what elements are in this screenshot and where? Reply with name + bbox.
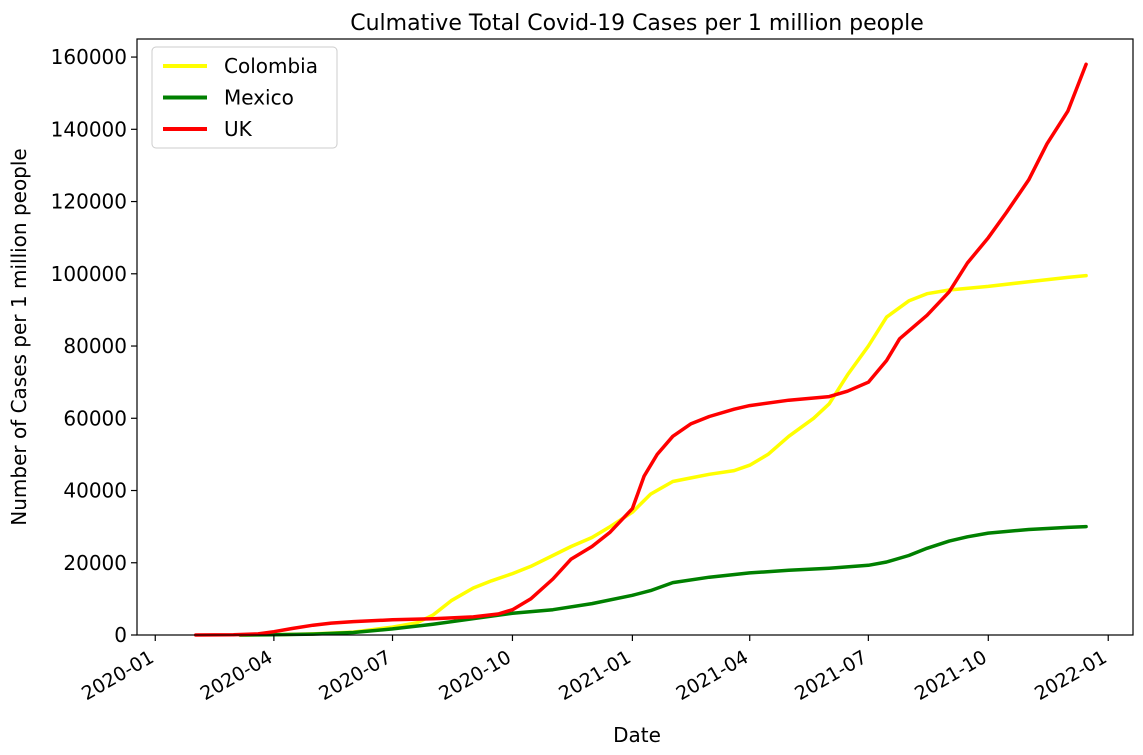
series-line-mexico <box>238 524 1088 637</box>
y-tick-label: 120000 <box>51 190 127 214</box>
legend-frame <box>151 46 338 149</box>
y-tick-label: 60000 <box>63 406 127 430</box>
y-tick-label: 80000 <box>63 334 127 358</box>
x-tick-label: 2021-01 <box>555 646 635 705</box>
x-tick-label: 2020-04 <box>197 646 277 705</box>
legend: Colombia Mexico UK <box>151 46 338 149</box>
y-axis-label: Number of Cases per 1 million people <box>7 148 31 526</box>
legend-label-uk: UK <box>224 117 253 141</box>
y-tick-label: 0 <box>114 623 127 647</box>
x-tick-label: 2020-10 <box>435 646 515 705</box>
y-axis-ticks: 0 20000 40000 60000 80000 100000 120000 140000 1… <box>51 45 137 647</box>
x-tick-label: 2022-01 <box>1031 646 1111 705</box>
x-axis-ticks: 2020-01 2020-04 2020-07 2020-10 2021-01 2021-… <box>78 635 1111 705</box>
legend-label-mexico: Mexico <box>224 86 294 110</box>
x-axis-label: Date <box>613 723 661 747</box>
plot-frame <box>136 38 1134 636</box>
legend-label-colombia: Colombia <box>224 54 318 78</box>
axes <box>136 38 1134 636</box>
x-tick-label: 2021-04 <box>672 646 752 705</box>
y-tick-label: 140000 <box>51 117 127 141</box>
x-tick-label: 2021-07 <box>791 646 871 705</box>
chart-title: Culmative Total Covid-19 Cases per 1 mil… <box>350 11 924 36</box>
x-tick-label: 2020-07 <box>315 646 395 705</box>
y-tick-label: 20000 <box>63 551 127 575</box>
series-line-uk <box>193 62 1088 637</box>
x-tick-label: 2021-10 <box>911 646 991 705</box>
y-tick-label: 100000 <box>51 262 127 286</box>
plot-area <box>193 62 1088 637</box>
y-tick-label: 160000 <box>51 45 127 69</box>
series-line-colombia <box>238 273 1088 637</box>
x-tick-label: 2020-01 <box>78 646 158 705</box>
y-tick-label: 40000 <box>63 479 127 503</box>
